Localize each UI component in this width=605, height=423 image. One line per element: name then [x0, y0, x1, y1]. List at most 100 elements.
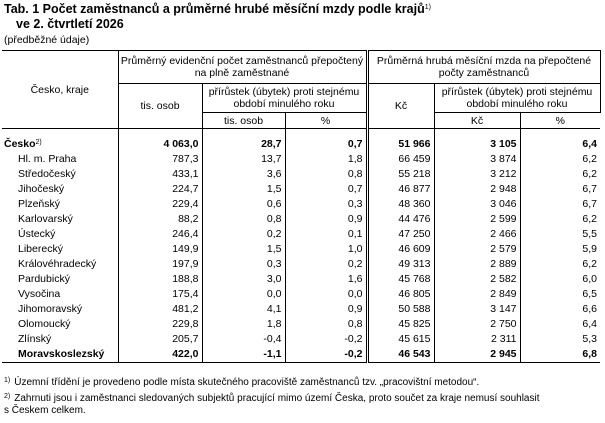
- value-cell: 48 360: [365, 197, 434, 212]
- table-row: Zlínský 205,7 -0,4 -0,2 45 615 2 311 5,3: [2, 332, 600, 347]
- region-name: Královéhradecký: [18, 258, 97, 270]
- table-row: Plzeňský 229,4 0,6 0,3 48 360 3 046 6,7: [2, 197, 600, 212]
- table-row: Olomoucký 229,8 1,8 0,8 45 825 2 750 6,4: [2, 317, 600, 332]
- region-name: Karlovarský: [18, 213, 73, 225]
- table-row: Pardubický 188,8 3,0 1,6 45 768 2 582 6,0: [2, 272, 600, 287]
- value-cell: -0,2: [284, 347, 367, 363]
- value-cell: 188,8: [117, 272, 202, 287]
- header-cell: %: [284, 112, 368, 129]
- value-cell: 3 105: [433, 128, 520, 152]
- region-cell: Karlovarský: [2, 212, 118, 227]
- value-cell: 50 588: [365, 302, 434, 317]
- value-cell: 51 966: [365, 128, 434, 152]
- value-cell: 47 250: [365, 227, 434, 242]
- value-cell: 0,8: [284, 317, 367, 332]
- value-cell: 6,5: [519, 287, 600, 302]
- value-cell: 246,4: [117, 227, 202, 242]
- region-cell: Zlínský: [2, 332, 118, 347]
- header-cell: tis. osob: [117, 83, 203, 129]
- title-note: 1): [424, 4, 431, 11]
- region-name: Jihočeský: [18, 183, 65, 195]
- region-cell: Ústecký: [2, 227, 118, 242]
- value-cell: 3,0: [201, 272, 285, 287]
- value-cell: 6,4: [519, 317, 600, 332]
- value-cell: 45 825: [365, 317, 434, 332]
- value-cell: 2 750: [433, 317, 520, 332]
- region-cell: Pardubický: [2, 272, 118, 287]
- region-name: Pardubický: [18, 273, 70, 285]
- header-cell: %: [519, 112, 600, 129]
- value-cell: 1,5: [201, 242, 285, 257]
- header-cell: Průměrná hrubá měsíční mzda na přepočten…: [365, 50, 601, 84]
- table-row: Královéhradecký 197,9 0,3 0,2 49 313 2 889 6,2: [2, 257, 600, 272]
- value-cell: 5,5: [519, 227, 600, 242]
- value-cell: 2 849: [433, 287, 520, 302]
- value-cell: 6,2: [519, 167, 600, 182]
- region-name: Česko: [4, 138, 36, 150]
- footnote-mark: 2): [4, 393, 11, 400]
- title-line2: ve 2. čtvrtletí 2026: [16, 17, 124, 31]
- title: Tab. 1 Počet zaměstnanců a průměrné hrub…: [4, 2, 431, 32]
- value-cell: 45 615: [365, 332, 434, 347]
- header-cell: Česko, kraje: [2, 50, 119, 129]
- value-cell: 0,1: [284, 227, 367, 242]
- footnote: 1) Územní třídění je provedeno podle míst…: [4, 377, 544, 389]
- header-cell: Kč: [433, 112, 521, 129]
- value-cell: 229,8: [117, 317, 202, 332]
- table-row: Jihočeský 224,7 1,5 0,7 46 877 2 948 6,7: [2, 182, 600, 197]
- footnote-text: Zahrnuti jsou i zaměstnanci sledovaných …: [4, 393, 540, 416]
- value-cell: 0,3: [201, 257, 285, 272]
- header-cell: Kč: [365, 83, 435, 129]
- value-cell: 3 147: [433, 302, 520, 317]
- value-cell: 4 063,0: [117, 128, 202, 152]
- value-cell: 0,6: [201, 197, 285, 212]
- value-cell: 0,3: [284, 197, 367, 212]
- value-cell: 13,7: [201, 152, 285, 167]
- value-cell: 175,4: [117, 287, 202, 302]
- region-name: Olomoucký: [18, 318, 71, 330]
- footnote-text: Územní třídění je provedeno podle místa …: [14, 377, 480, 388]
- table-row: Středočeský 433,1 3,6 0,8 55 218 3 212 6,2: [2, 167, 600, 182]
- value-cell: 2 466: [433, 227, 520, 242]
- value-cell: 88,2: [117, 212, 202, 227]
- value-cell: 6,2: [519, 257, 600, 272]
- value-cell: 2 579: [433, 242, 520, 257]
- value-cell: 2 948: [433, 182, 520, 197]
- header-cell: přírůstek (úbytek) proti stejnému období…: [433, 83, 601, 113]
- value-cell: 6,8: [519, 347, 600, 363]
- value-cell: 66 459: [365, 152, 434, 167]
- value-cell: 1,6: [284, 272, 367, 287]
- value-cell: 481,2: [117, 302, 202, 317]
- value-cell: 45 768: [365, 272, 434, 287]
- value-cell: 28,7: [201, 128, 285, 152]
- value-cell: 1,5: [201, 182, 285, 197]
- title-text: Tab. 1 Počet zaměstnanců a průměrné hrub…: [4, 2, 425, 16]
- table-row: Ústecký 246,4 0,2 0,1 47 250 2 466 5,5: [2, 227, 600, 242]
- value-cell: -0,4: [201, 332, 285, 347]
- region-name: Ústecký: [18, 228, 56, 240]
- value-cell: 0,2: [284, 257, 367, 272]
- header-cell: Průměrný evidenční počet zaměstnanců pře…: [117, 50, 368, 84]
- value-cell: 229,4: [117, 197, 202, 212]
- region-cell: Vysočina: [2, 287, 118, 302]
- table-body: Česko2) 4 063,0 28,7 0,7 51 966 3 105 6,4 Hl. m…: [2, 128, 600, 363]
- region-cell: Česko2): [2, 129, 118, 153]
- value-cell: 0,0: [284, 287, 367, 302]
- region-cell: Hl. m. Praha: [2, 152, 118, 167]
- value-cell: 787,3: [117, 152, 202, 167]
- region-name: Zlínský: [18, 333, 52, 345]
- value-cell: -0,2: [284, 332, 367, 347]
- value-cell: 49 313: [365, 257, 434, 272]
- value-cell: 2 582: [433, 272, 520, 287]
- value-cell: 46 877: [365, 182, 434, 197]
- region-cell: Liberecký: [2, 242, 118, 257]
- value-cell: 3,6: [201, 167, 285, 182]
- region-name: Plzeňský: [18, 198, 61, 210]
- value-cell: 2 889: [433, 257, 520, 272]
- table-row: Česko2) 4 063,0 28,7 0,7 51 966 3 105 6,4: [2, 128, 600, 153]
- region-cell: Královéhradecký: [2, 257, 118, 272]
- value-cell: 205,7: [117, 332, 202, 347]
- region-name: Hl. m. Praha: [18, 153, 77, 165]
- value-cell: 3 212: [433, 167, 520, 182]
